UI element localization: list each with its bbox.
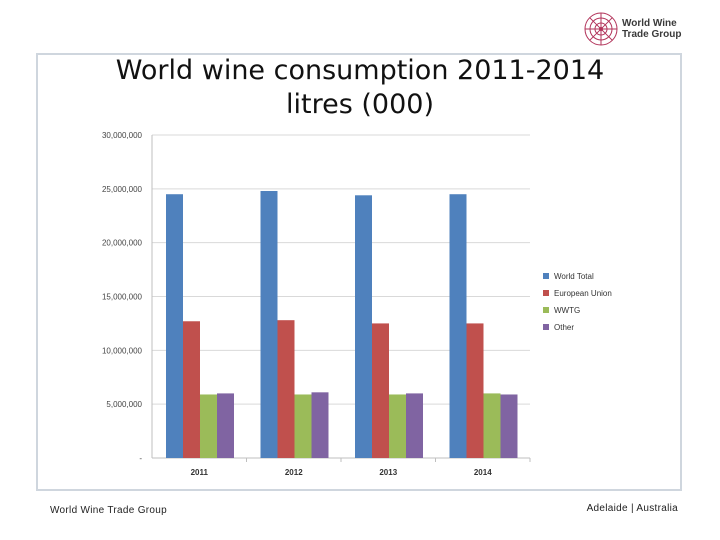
bar-european-union-2013: [372, 323, 389, 458]
footer-organization: World Wine Trade Group: [50, 505, 168, 516]
x-tick-label: 2012: [285, 468, 303, 477]
title-line-2: litres (000): [286, 89, 434, 120]
bar-european-union-2014: [466, 323, 484, 458]
bar-chart: - 5,000,000 10,000,000 15,000,000 20,000,000…: [102, 131, 612, 477]
logo-text: World Wine Trade Group: [622, 18, 681, 40]
wine-rosette-icon: [584, 12, 618, 46]
legend-swatch: [543, 273, 549, 279]
bar-european-union-2011: [183, 321, 200, 458]
y-tick-label: -: [139, 454, 142, 463]
bar-other-2012: [311, 392, 329, 458]
bar-wwtg-2014: [483, 393, 501, 458]
y-tick-label: 15,000,000: [102, 293, 143, 302]
logo-line-2: Trade Group: [622, 29, 682, 40]
legend-swatch: [543, 324, 549, 330]
title-line-1: World wine consumption 2011-2014: [115, 55, 605, 86]
bar-wwtg-2013: [389, 394, 406, 458]
y-tick-label: 25,000,000: [102, 185, 143, 194]
logo-line-1: World Wine: [622, 18, 677, 29]
y-tick-label: 10,000,000: [102, 346, 143, 355]
x-tick-label: 2011: [191, 468, 209, 477]
bar-other-2013: [406, 393, 423, 458]
y-tick-label: 20,000,000: [102, 239, 143, 248]
legend-label: World Total: [554, 272, 594, 281]
bar-world-total-2013: [355, 195, 372, 458]
bar-wwtg-2012: [294, 394, 312, 458]
bar-other-2011: [217, 393, 234, 458]
footer-location: Adelaide | Australia: [586, 503, 678, 514]
x-tick-label: 2014: [474, 468, 492, 477]
legend-swatch: [543, 307, 549, 313]
brand-logo: World Wine Trade Group: [582, 10, 692, 48]
bar-european-union-2012: [277, 320, 295, 458]
legend-label: Other: [554, 323, 574, 332]
x-tick-label: 2013: [379, 468, 397, 477]
legend-label: European Union: [554, 289, 612, 298]
bar-world-total-2014: [449, 194, 467, 458]
y-tick-label: 5,000,000: [106, 400, 142, 409]
bar-wwtg-2011: [200, 394, 217, 458]
legend-label: WWTG: [554, 306, 580, 315]
y-tick-label: 30,000,000: [102, 131, 143, 140]
slide-title: World wine consumption 2011-2014 litres …: [0, 54, 720, 122]
chart-frame: [36, 53, 682, 491]
bar-world-total-2012: [260, 190, 278, 458]
bar-other-2014: [500, 394, 518, 458]
bar-world-total-2011: [166, 194, 183, 458]
legend-swatch: [543, 290, 549, 296]
